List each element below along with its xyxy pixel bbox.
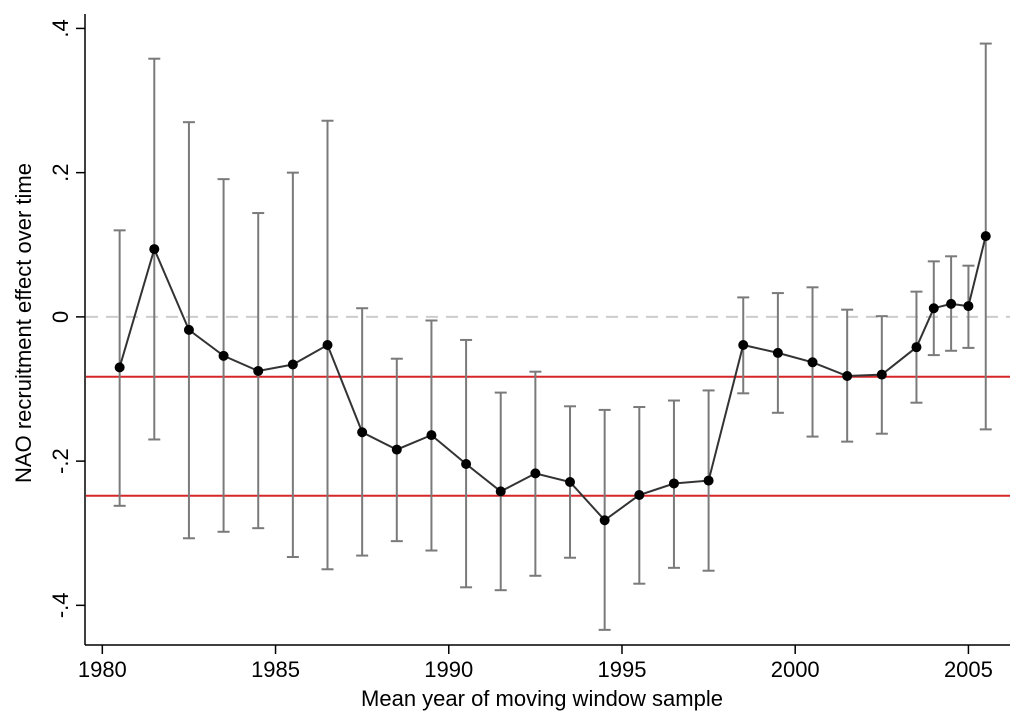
y-tick-label: .4	[48, 19, 73, 37]
data-point	[322, 340, 333, 351]
data-point	[946, 298, 957, 309]
data-point	[149, 244, 160, 255]
data-point	[963, 301, 974, 312]
data-point	[357, 427, 368, 438]
series-line	[118, 235, 987, 522]
data-point	[253, 365, 264, 376]
y-tick-label: .2	[48, 163, 73, 181]
data-point	[218, 350, 229, 361]
x-tick-label: 1990	[424, 657, 473, 682]
data-point	[842, 371, 853, 382]
data-point	[495, 486, 506, 497]
y-axis-title: NAO recruitment effect over time	[11, 163, 36, 483]
data-points	[114, 231, 991, 526]
data-point	[980, 231, 991, 242]
x-tick-label: 2005	[944, 657, 993, 682]
data-point	[703, 475, 714, 486]
x-axis-title: Mean year of moving window sample	[361, 686, 723, 711]
data-point	[391, 444, 402, 455]
data-point	[634, 490, 645, 501]
data-point	[876, 369, 887, 380]
error-bars	[113, 42, 992, 631]
axes: 1980 1985 1990 1995 2000 2005 .4 .2 0 -.2 -.4	[48, 14, 1010, 682]
data-point	[668, 478, 679, 489]
y-tick-label: -.4	[48, 592, 73, 618]
x-tick-label: 1995	[598, 657, 647, 682]
data-point	[530, 468, 541, 479]
x-tick-label: 1985	[251, 657, 300, 682]
data-point	[287, 359, 298, 370]
data-point	[565, 477, 576, 488]
y-tick-label: -.2	[48, 448, 73, 474]
data-point	[114, 362, 125, 373]
y-tick-label: 0	[48, 311, 73, 323]
data-point	[461, 458, 472, 469]
data-point	[599, 515, 610, 526]
data-point	[183, 324, 194, 335]
data-point	[807, 357, 818, 368]
data-point	[911, 342, 922, 353]
series-line-group	[118, 235, 987, 522]
data-point	[738, 340, 749, 351]
data-point	[426, 430, 437, 441]
x-tick-label: 1980	[78, 657, 127, 682]
data-point	[928, 303, 939, 314]
data-point	[772, 347, 783, 358]
reference-lines	[86, 315, 1010, 497]
x-tick-label: 2000	[771, 657, 820, 682]
